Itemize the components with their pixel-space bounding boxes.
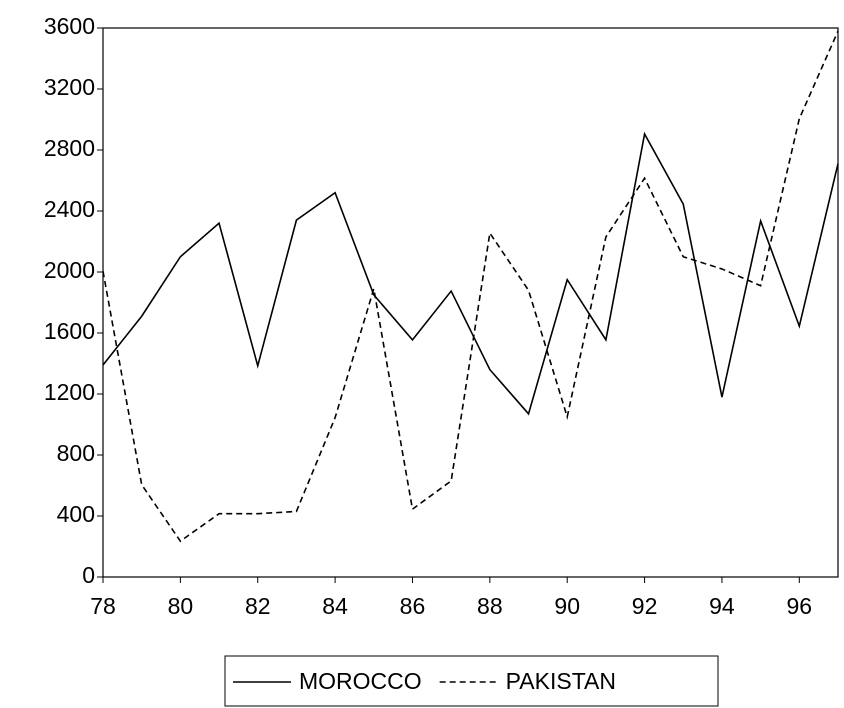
y-tick-label: 1600 [44, 318, 95, 344]
y-tick-label: 3600 [44, 13, 95, 39]
legend-label: MOROCCO [299, 668, 422, 694]
x-tick-label: 80 [168, 593, 194, 619]
line-series [102, 131, 839, 416]
x-tick-label: 86 [400, 593, 426, 619]
x-tick-label: 88 [477, 593, 503, 619]
legend-box [224, 655, 719, 707]
legend-label: PAKISTAN [506, 668, 616, 694]
plot-frame [102, 27, 839, 578]
line-series [102, 30, 839, 543]
y-tick-label: 400 [57, 501, 95, 527]
x-tick-label: 92 [632, 593, 658, 619]
x-tick-label: 82 [245, 593, 271, 619]
y-tick-label: 3200 [44, 74, 95, 100]
y-tick-label: 1200 [44, 379, 95, 405]
y-tick-label: 2400 [44, 196, 95, 222]
x-tick-label: 94 [709, 593, 735, 619]
x-tick-label: 84 [322, 593, 348, 619]
y-tick-label: 2800 [44, 135, 95, 161]
y-tick-label: 800 [57, 440, 95, 466]
x-tick-label: 96 [787, 593, 813, 619]
x-tick-label: 90 [554, 593, 580, 619]
y-tick-label: 2000 [44, 257, 95, 283]
y-tick-label: 0 [82, 562, 95, 588]
x-tick-label: 78 [90, 593, 116, 619]
